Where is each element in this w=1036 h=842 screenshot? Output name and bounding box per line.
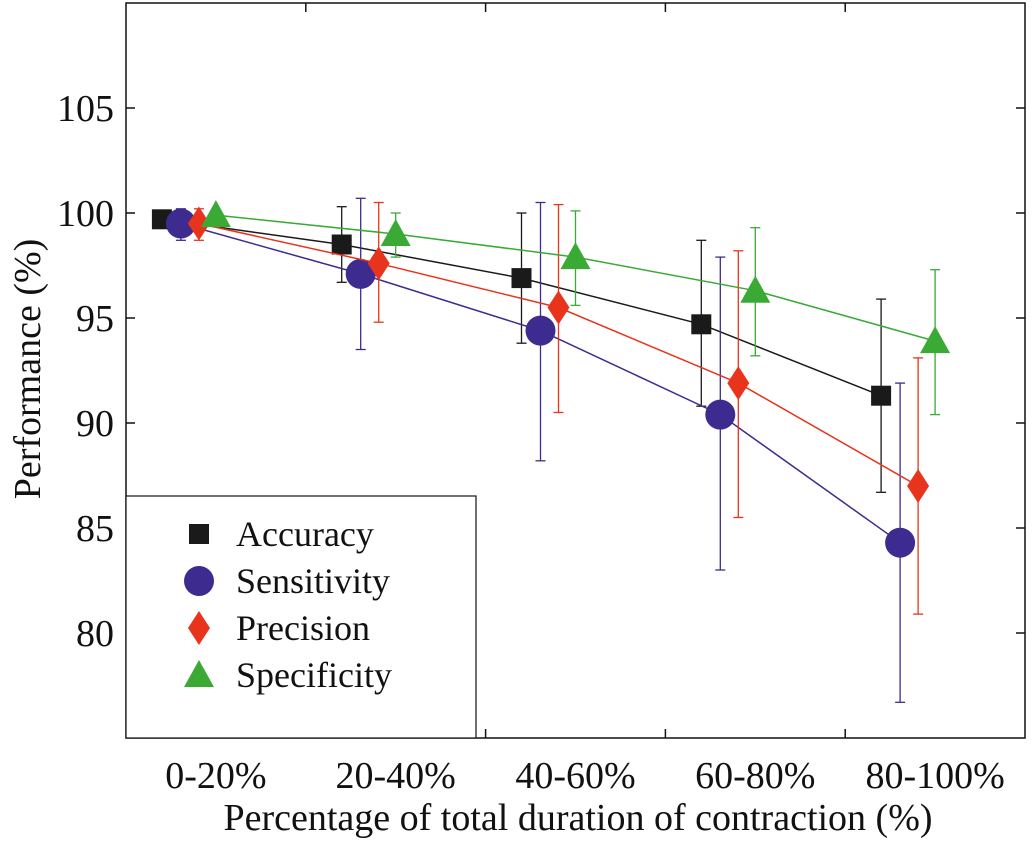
data-point	[907, 469, 930, 503]
data-point	[525, 315, 556, 346]
data-point	[200, 200, 231, 228]
legend-marker	[188, 611, 210, 645]
legend-marker	[189, 524, 209, 544]
legend-label: Sensitivity	[236, 561, 390, 601]
y-tick-label: 95	[76, 298, 114, 340]
legend-label: Precision	[236, 608, 370, 648]
data-point	[871, 385, 892, 406]
x-tick-label: 0-20%	[165, 755, 266, 797]
data-point	[727, 366, 750, 401]
data-point	[380, 219, 411, 246]
plot-frame	[125, 2, 1026, 739]
legend-box	[125, 495, 477, 739]
y-tick-label: 105	[57, 88, 114, 130]
y-tick-label: 100	[57, 193, 114, 235]
y-tick-label: 85	[76, 508, 114, 550]
data-point	[920, 326, 951, 354]
series-precision	[187, 201, 930, 615]
series-specificity	[200, 200, 951, 416]
legend-item: Accuracy	[189, 514, 374, 554]
series-sensitivity	[165, 197, 916, 703]
data-point	[547, 290, 570, 325]
data-point	[165, 208, 196, 239]
data-point	[560, 242, 591, 270]
legend-marker	[184, 566, 214, 596]
legend-marker	[184, 660, 214, 687]
x-axis-title: Percentage of total duration of contract…	[223, 797, 932, 839]
data-point	[187, 206, 210, 241]
y-tick-label: 90	[76, 403, 114, 445]
data-point	[367, 246, 390, 281]
x-tick-label: 60-80%	[695, 755, 815, 797]
legend-item: Sensitivity	[184, 561, 390, 601]
y-axis-title: Performance (%)	[7, 239, 49, 500]
data-point	[345, 258, 376, 289]
data-point	[511, 268, 532, 289]
data-point	[885, 527, 916, 558]
legend-label: Accuracy	[236, 514, 374, 554]
data-point	[740, 275, 771, 303]
data-point	[691, 314, 712, 335]
x-tick-label: 80-100%	[865, 755, 1004, 797]
data-point	[331, 234, 352, 255]
y-tick-label: 80	[76, 613, 114, 655]
legend-item: Specificity	[184, 655, 392, 695]
x-tick-label: 20-40%	[336, 755, 456, 797]
x-tick-label: 40-60%	[515, 755, 635, 797]
legend-item: Precision	[188, 608, 370, 648]
legend-label: Specificity	[236, 655, 392, 695]
data-point	[705, 399, 736, 430]
